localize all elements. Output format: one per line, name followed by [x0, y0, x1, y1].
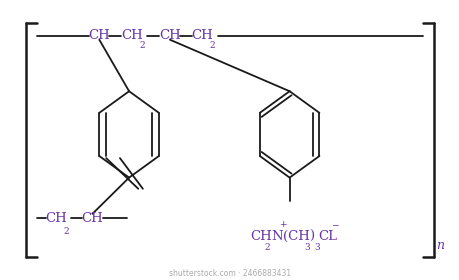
- Text: −: −: [330, 220, 338, 230]
- Text: 2: 2: [264, 243, 269, 252]
- Text: N: N: [270, 230, 282, 243]
- Text: CH: CH: [159, 29, 180, 42]
- Text: 3: 3: [304, 243, 310, 252]
- Text: CH: CH: [45, 211, 67, 225]
- Text: shutterstock.com · 2466883431: shutterstock.com · 2466883431: [168, 269, 291, 278]
- Text: (CH: (CH: [282, 230, 309, 243]
- Text: 3: 3: [313, 243, 319, 252]
- Text: CH: CH: [250, 230, 272, 243]
- Text: CH: CH: [88, 29, 110, 42]
- Text: +: +: [279, 220, 286, 230]
- Text: n: n: [436, 239, 443, 252]
- Text: CL: CL: [317, 230, 336, 243]
- Text: 2: 2: [209, 41, 215, 50]
- Text: CH: CH: [121, 29, 142, 42]
- Text: CH: CH: [81, 211, 103, 225]
- Text: 2: 2: [139, 41, 145, 50]
- Text: ): ): [308, 230, 313, 243]
- Text: CH: CH: [191, 29, 213, 42]
- Text: 2: 2: [63, 227, 68, 236]
